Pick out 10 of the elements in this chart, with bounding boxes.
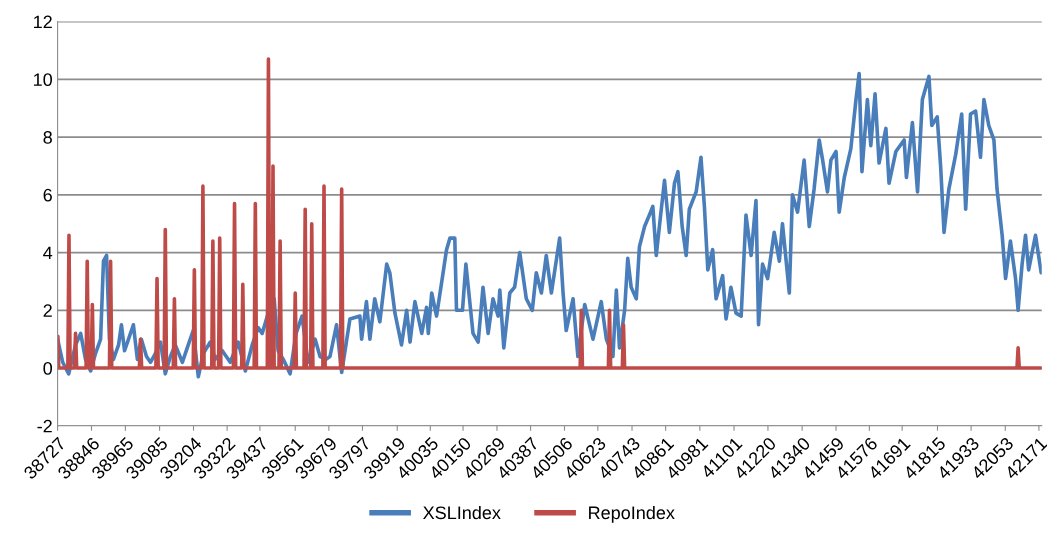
y-tick-label: 2 (43, 304, 52, 317)
y-tick-label: 6 (43, 188, 52, 202)
y-tick-label: 8 (43, 130, 52, 144)
legend-label: XSLIndex (423, 505, 501, 520)
y-tick-label: 4 (43, 246, 53, 260)
y-tick-label: -2 (37, 419, 52, 433)
y-tick-label: 0 (43, 361, 53, 375)
legend-label: RepoIndex (589, 505, 675, 523)
y-tick-label: 10 (34, 73, 53, 87)
y-tick-label: 12 (34, 15, 52, 29)
